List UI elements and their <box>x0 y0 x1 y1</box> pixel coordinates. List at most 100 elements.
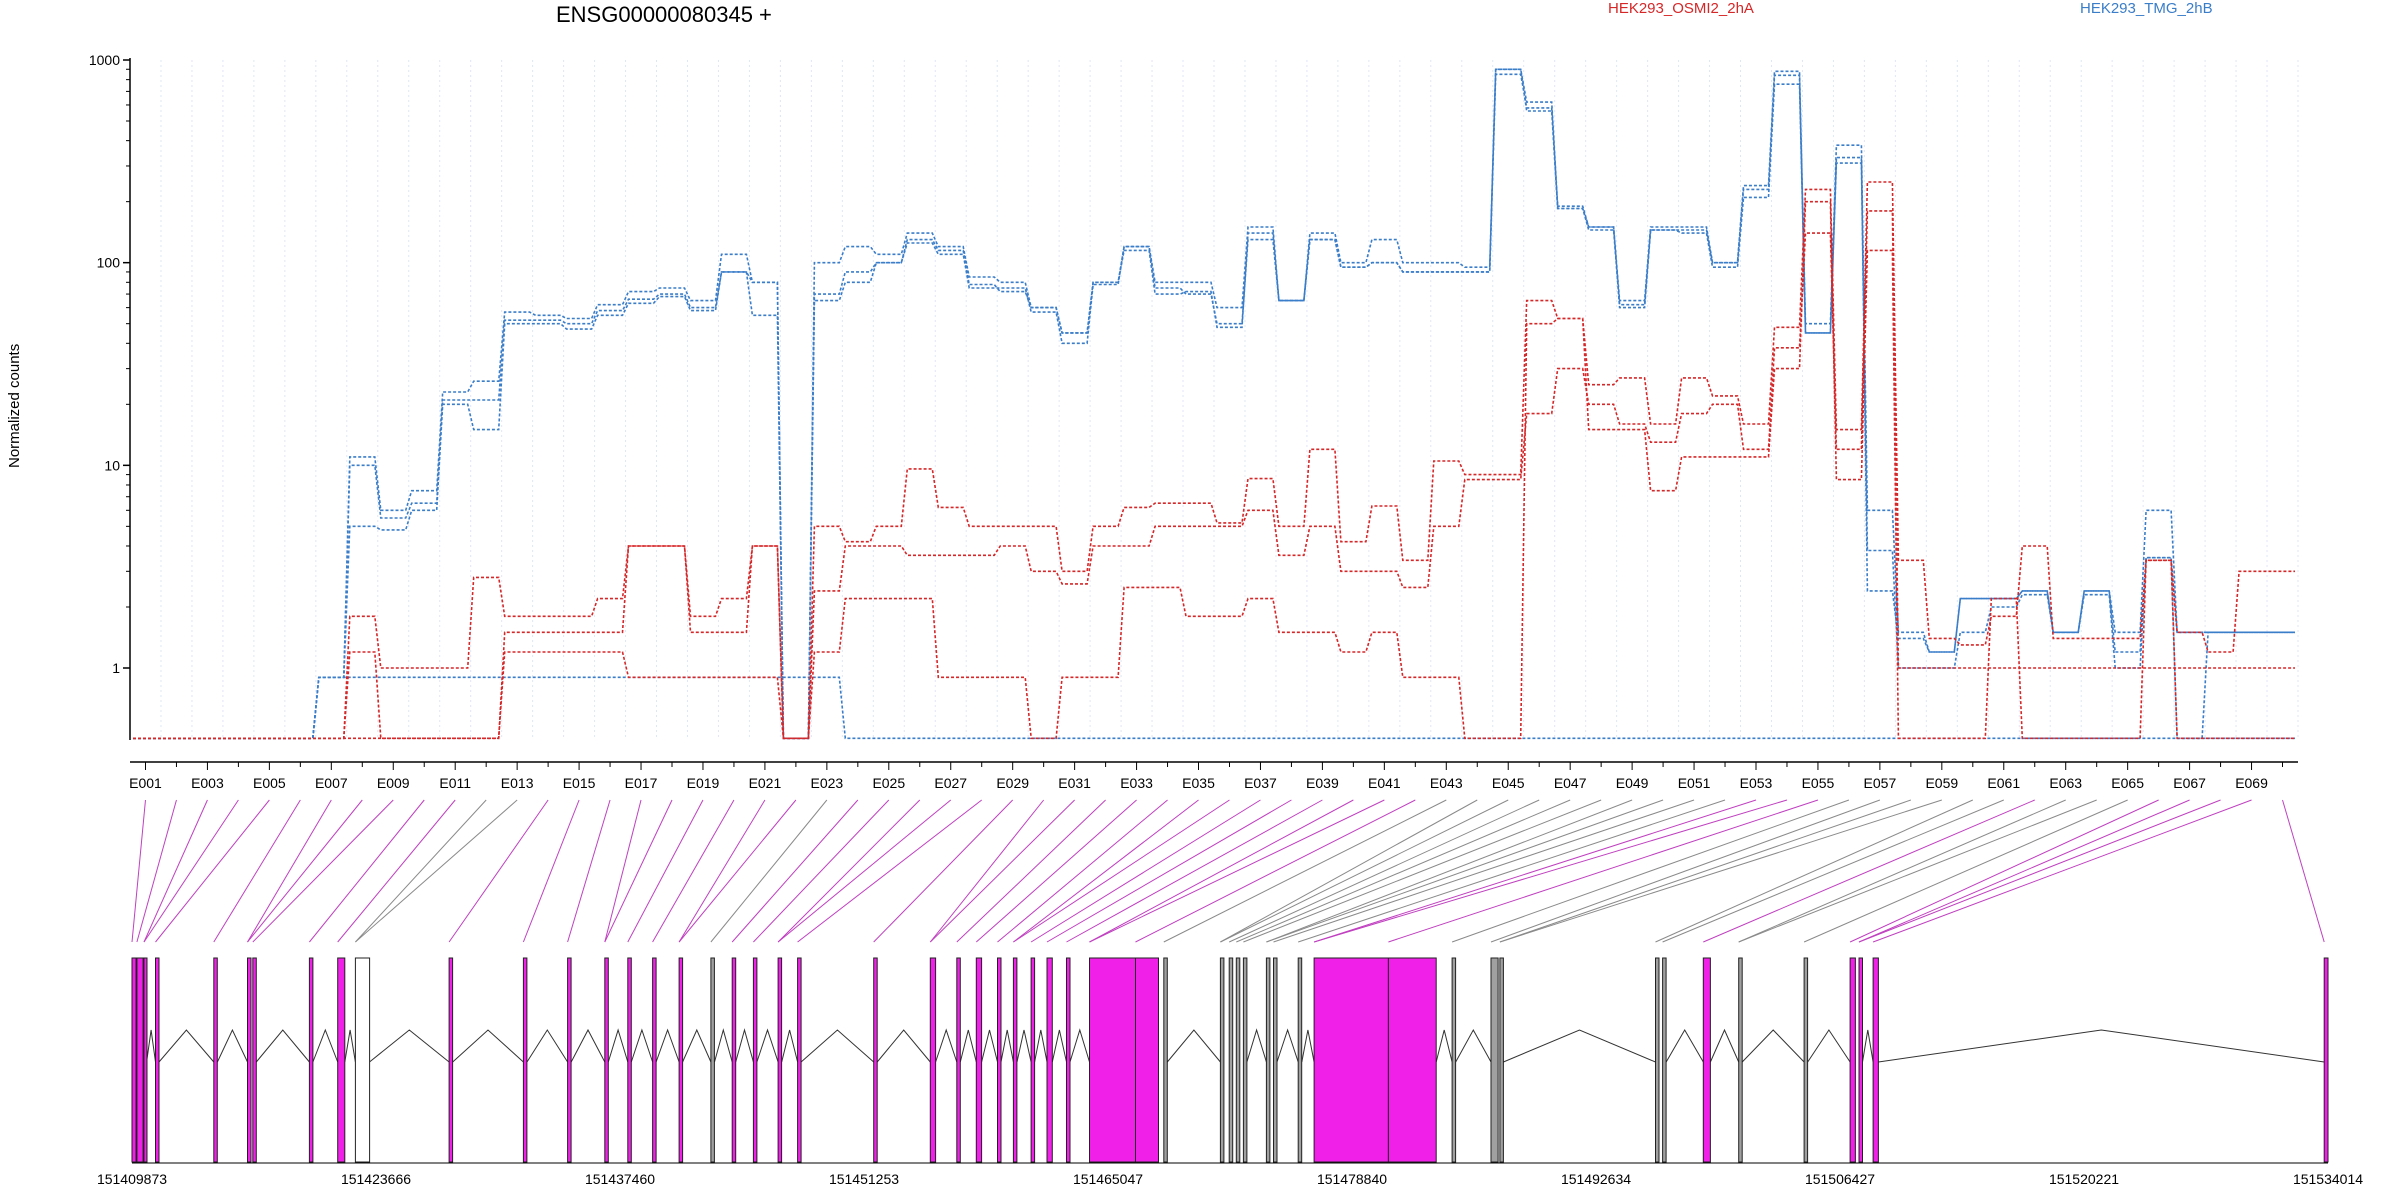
connector-line <box>777 799 952 943</box>
exon-block <box>604 957 609 1163</box>
x-tick-label: E053 <box>1740 775 1773 791</box>
exon-block <box>448 957 454 1163</box>
connector-line <box>252 799 394 943</box>
connector-line <box>337 799 456 943</box>
exon-block <box>1219 957 1225 1163</box>
exon-block <box>155 957 160 1163</box>
exon-block <box>1858 957 1863 1163</box>
connector-line <box>1163 799 1447 943</box>
connector-line <box>1228 799 1540 943</box>
genomic-tick-label: 151465047 <box>1073 1171 1143 1187</box>
connector-line <box>1858 799 2190 943</box>
exon-block <box>652 957 657 1163</box>
exon-block <box>1235 957 1241 1163</box>
connector-line <box>143 799 208 943</box>
connector-line <box>155 799 270 943</box>
exon-block <box>1046 957 1053 1163</box>
connector-line <box>1273 799 1695 943</box>
exon-block <box>731 957 737 1163</box>
exon-block <box>777 957 783 1163</box>
connector-line <box>1046 799 1292 943</box>
x-tick-label: E035 <box>1182 775 1215 791</box>
exon-block <box>1135 957 1159 1163</box>
exon-block <box>752 957 758 1163</box>
exon-block <box>354 957 371 1163</box>
connector-line <box>213 799 301 943</box>
connector-line <box>1066 799 1323 943</box>
x-tick-label: E041 <box>1368 775 1401 791</box>
exon-block <box>136 957 144 1163</box>
x-tick-label: E007 <box>315 775 348 791</box>
connector-line <box>1220 799 1509 943</box>
legend-entry-tmg: HEK293_TMG_2hB <box>2080 0 2213 17</box>
connector-line <box>1499 799 1912 943</box>
x-tick-label: E005 <box>253 775 286 791</box>
connector-line <box>1089 799 1354 943</box>
exon-block <box>1803 957 1809 1163</box>
connector-line <box>678 799 766 943</box>
connector-line <box>1388 799 1819 943</box>
exon-block <box>1849 957 1856 1163</box>
connector-line <box>997 799 1168 943</box>
genomic-tick-label: 151506427 <box>1805 1171 1875 1187</box>
legend-entry-osmi2: HEK293_OSMI2_2hA <box>1608 0 1754 17</box>
x-tick-label: E015 <box>563 775 596 791</box>
exon-block <box>247 957 252 1163</box>
connector-line <box>1313 799 1788 943</box>
x-tick-label: E061 <box>1987 775 2020 791</box>
connector-line <box>1298 799 1726 943</box>
series-line-3 <box>133 68 2295 740</box>
exon-block <box>1738 957 1743 1163</box>
connector-line <box>956 799 1106 943</box>
connector-line <box>1849 799 2159 943</box>
connector-line <box>604 799 642 943</box>
exon-block <box>1490 957 1499 1163</box>
exon-block <box>1089 957 1136 1163</box>
exon-block <box>1313 957 1389 1163</box>
exon-block <box>1297 957 1303 1163</box>
connector-line <box>1013 799 1230 943</box>
exon-block <box>1265 957 1271 1163</box>
exon-block <box>1499 957 1504 1163</box>
connector-line <box>1135 799 1416 943</box>
exon-block <box>710 957 715 1163</box>
x-tick-label: E009 <box>377 775 410 791</box>
exon-block <box>975 957 983 1163</box>
connector-line <box>710 799 828 943</box>
series-line-4 <box>133 181 2295 740</box>
genomic-axis: 151409873 151423666 151437460 151451253 1514… <box>97 1162 2363 1187</box>
connector-line <box>1451 799 1850 943</box>
genomic-tick-label: 151409873 <box>97 1171 167 1187</box>
x-tick-label: E001 <box>129 775 162 791</box>
intron-lines <box>146 1028 2325 1063</box>
connector-line <box>1872 799 2252 943</box>
chart-title: ENSG00000080345 + <box>556 2 772 27</box>
x-tick-label: E017 <box>625 775 658 791</box>
exon-block <box>1655 957 1660 1163</box>
series-lines <box>133 68 2295 740</box>
connector-line <box>929 799 1045 943</box>
exon-block <box>1012 957 1018 1163</box>
connector-line <box>448 799 549 943</box>
genomic-tick-label: 151451253 <box>829 1171 899 1187</box>
connector-line <box>136 799 177 943</box>
exon-block <box>797 957 802 1163</box>
exon-block <box>1702 957 1711 1163</box>
connector-line <box>678 799 797 943</box>
connector-line <box>1220 799 1478 943</box>
x-tick-label: E039 <box>1306 775 1339 791</box>
x-tick-label: E011 <box>439 775 471 791</box>
exon-block <box>1387 957 1437 1163</box>
x-tick-label: E023 <box>811 775 844 791</box>
connector-line <box>975 799 1137 943</box>
exon-block <box>1163 957 1168 1163</box>
x-tick-label: E057 <box>1864 775 1897 791</box>
connector-line <box>2282 799 2325 943</box>
x-tick-label: E049 <box>1616 775 1649 791</box>
series-line-6 <box>133 200 2295 740</box>
x-tick-label: E033 <box>1120 775 1153 791</box>
connector-line <box>1013 799 1199 943</box>
connector-line <box>1030 799 1261 943</box>
exon-block <box>213 957 218 1163</box>
